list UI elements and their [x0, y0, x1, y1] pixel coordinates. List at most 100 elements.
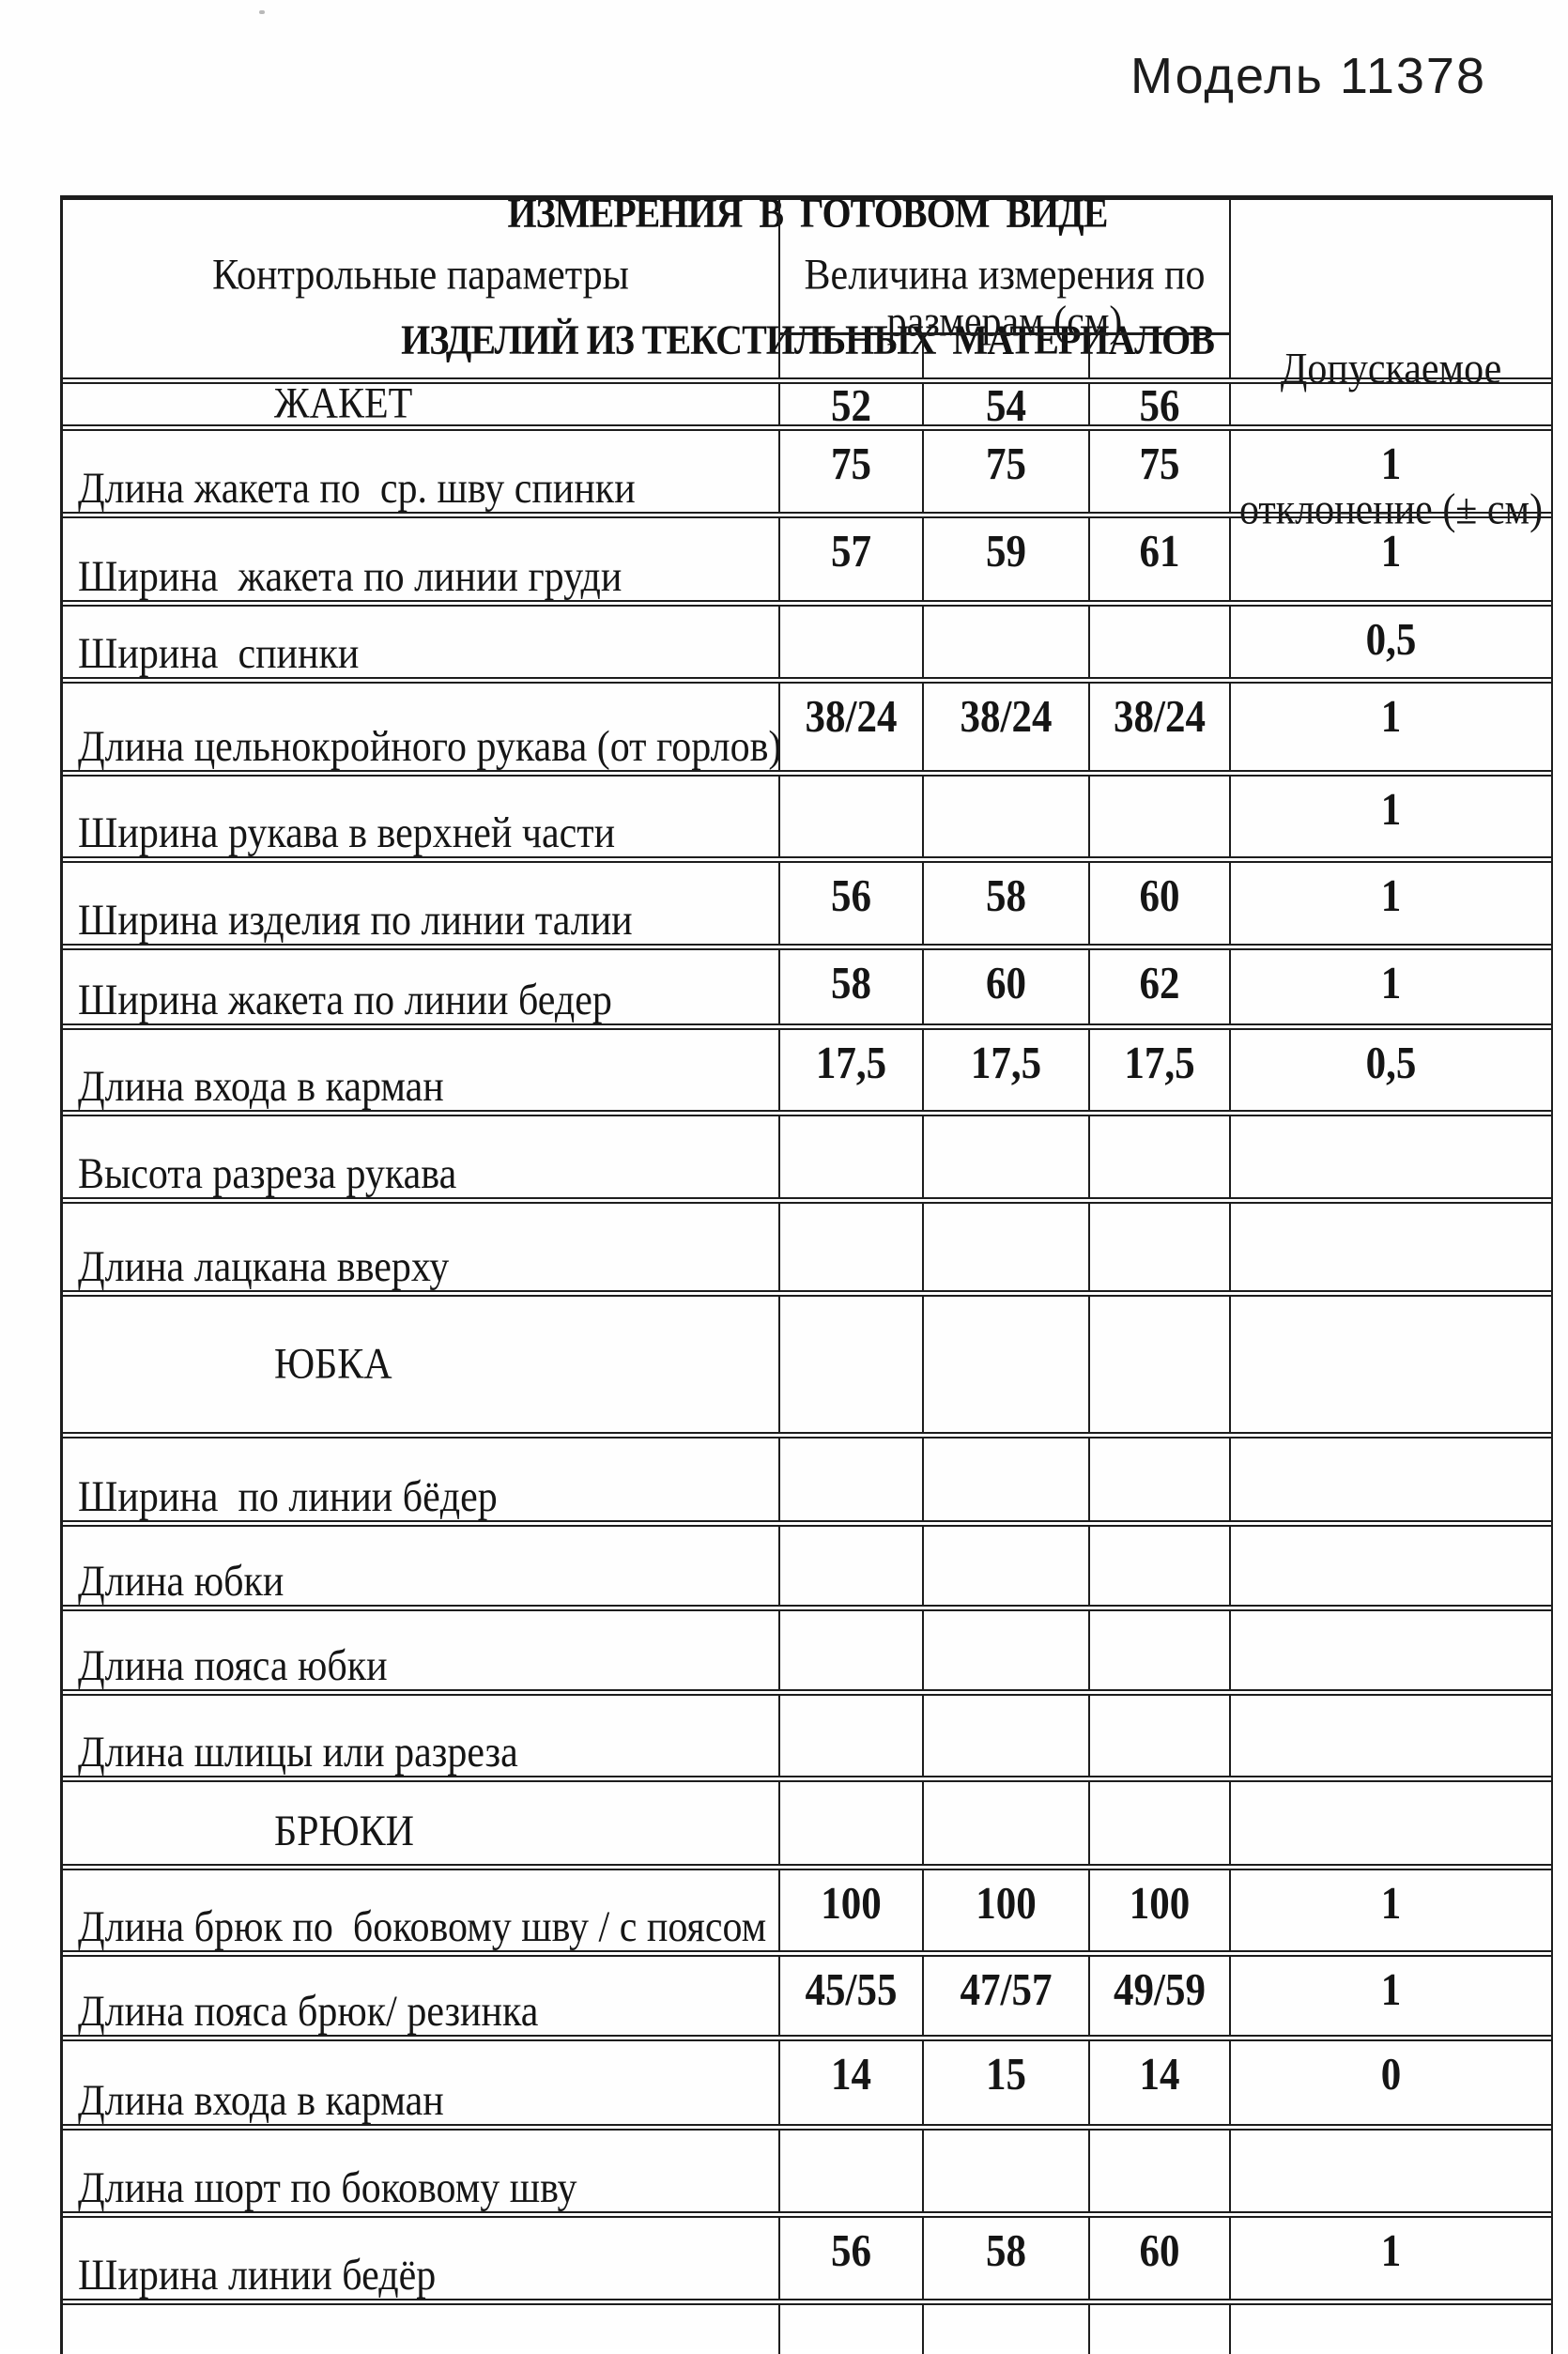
table-gridline [1229, 200, 1231, 377]
size-56-value-cell [1088, 2131, 1229, 2211]
table-row: Длина юбки [63, 1520, 1551, 1605]
tolerance-value-cell: 1 [1229, 684, 1551, 770]
size-52-value-cell: 57 [778, 518, 922, 600]
parameter-label: Длина брюк по боковому шву / с поясом [78, 1902, 767, 1952]
header-tolerance-line1: Допускаемое [1280, 345, 1502, 393]
size-52-value-cell: 56 [778, 2218, 922, 2299]
parameter-label: Длина лацкана вверху [78, 1242, 450, 1292]
table-gridline [778, 200, 780, 377]
size-54-value-cell [922, 1527, 1088, 1605]
size-56-value-cell [1088, 1782, 1229, 1864]
size-54-value-cell: 17,5 [922, 1030, 1088, 1110]
table-row: Длина шорт по боковому шву [63, 2124, 1551, 2211]
table-row: Ширина жакета по линии бедер 58 60 62 1 [63, 944, 1551, 1023]
measurements-table: Контрольные параметры Величина измерения… [60, 195, 1553, 2354]
size-54-value-cell: 54 [922, 384, 1088, 429]
table-row: Ширина линии бедёр 56 58 60 1 [63, 2211, 1551, 2299]
table-row: Ширина рукава в верхней части 1 [63, 770, 1551, 856]
size-54-value-cell: 15 [922, 2041, 1088, 2124]
parameter-label: Длина входа в карман [78, 2076, 444, 2126]
size-56-value-cell [1088, 1204, 1229, 1290]
size-52-value-cell: 38/24 [778, 684, 922, 770]
table-row: Ширина по линии бёдер [63, 1432, 1551, 1520]
tolerance-value-cell [1229, 1204, 1551, 1290]
model-number: Модель 11378 [1130, 48, 1486, 104]
parameter-label: Ширина спинки [78, 629, 360, 679]
size-52-value-cell [778, 1696, 922, 1776]
size-56-value-cell: 75 [1088, 431, 1229, 512]
size-56-value-cell: 60 [1088, 863, 1229, 944]
size-52-value-cell [778, 1439, 922, 1520]
size-52-value-cell [778, 1527, 922, 1605]
size-52-value-cell [778, 1297, 922, 1432]
tolerance-value-cell [1229, 1611, 1551, 1689]
table-gridline [778, 332, 1231, 335]
parameter-label: БРЮКИ [274, 1807, 414, 1856]
tolerance-value-cell: 1 [1229, 518, 1551, 600]
parameter-label: ЮБКА [274, 1339, 392, 1389]
parameter-label: Длина цельнокройного рукава (от горлов) [78, 722, 782, 772]
table-row: Длина цельнокройного рукава (от горлов) … [63, 677, 1551, 770]
parameter-label: Длина юбки [78, 1557, 284, 1607]
section-row: БРЮКИ [63, 1776, 1551, 1864]
section-row: ЖАКЕТ 52 54 56 [63, 377, 1551, 429]
parameter-cell: Высота разреза рукава [63, 1116, 778, 1197]
size-52-value-cell: 14 [778, 2041, 922, 2124]
parameter-label: Ширина жакета по линии бедер [78, 976, 612, 1025]
table-row: Длина входа в карман 17,5 17,5 17,5 0,5 [63, 1023, 1551, 1110]
document-title-line2: ИЗДЕЛИЙ ИЗ ТЕКСТИЛЬНЫХ МАТЕРИАЛОВ [401, 316, 1215, 363]
size-56-value-cell: 17,5 [1088, 1030, 1229, 1110]
size-52-value-cell [778, 1204, 922, 1290]
header-measurement-by-sizes: Величина измерения по размерам (см) [780, 200, 1229, 346]
table-body: ЖАКЕТ 52 54 56 Длина жакета по ср. шву с… [63, 377, 1551, 2354]
parameter-cell: Длина входа в карман [63, 2041, 778, 2124]
parameter-label: Ширина рукава в верхней части [78, 808, 616, 858]
tolerance-value-cell [1229, 1297, 1551, 1432]
header-measurement-line2: размерам (см) [886, 298, 1123, 346]
size-54-value-cell [922, 1116, 1088, 1197]
size-52-value-cell: 45/55 [778, 1957, 922, 2035]
size-52-value-cell: 75 [778, 431, 922, 512]
header-control-parameters: Контрольные параметры [212, 251, 629, 300]
size-54-value-cell [922, 1439, 1088, 1520]
table-row: Длина пояса юбки [63, 1605, 1551, 1689]
size-54-value-cell: 75 [922, 431, 1088, 512]
parameter-label: Ширина по линии бёдер [78, 1472, 498, 1522]
tolerance-value-cell: 1 [1229, 431, 1551, 512]
parameter-cell: ЮБКА [63, 1297, 778, 1432]
size-52-value-cell: 100 [778, 1870, 922, 1950]
tolerance-value-cell [1229, 1696, 1551, 1776]
parameter-label: Длина входа в карман [78, 1062, 444, 1112]
tolerance-value-cell: 0 [1229, 2041, 1551, 2124]
size-56-value-cell: 100 [1088, 1870, 1229, 1950]
parameter-cell: Ширина изделия по линии талии [63, 863, 778, 944]
size-54-value-cell [922, 1696, 1088, 1776]
parameter-label: ЖАКЕТ [274, 379, 413, 428]
tolerance-value-cell [1229, 1782, 1551, 1864]
size-56-value-cell [1088, 1696, 1229, 1776]
size-54-value-cell: 47/57 [922, 1957, 1088, 2035]
tolerance-value-cell: 1 [1229, 1870, 1551, 1950]
tolerance-value-cell [1229, 2131, 1551, 2211]
tolerance-value-cell [1229, 1439, 1551, 1520]
parameter-label: Ширина жакета по линии груди [78, 552, 623, 602]
table-row: Длина лацкана вверху [63, 1197, 1551, 1290]
size-56-value-cell [1088, 1116, 1229, 1197]
scan-speck [259, 10, 265, 14]
size-52-value-cell [778, 777, 922, 856]
parameter-cell: Длина брюк по боковому шву / с поясом [63, 1870, 778, 1950]
table-row: Ширина изделия по линии талии 56 58 60 1 [63, 856, 1551, 944]
size-54-value-cell [922, 1782, 1088, 1864]
size-52-value-cell [778, 1782, 922, 1864]
table-row: Длина пояса брюк/ резинка 45/55 47/57 49… [63, 1950, 1551, 2035]
table-header: Контрольные параметры Величина измерения… [63, 200, 1551, 534]
parameter-label: Длина пояса брюк/ резинка [78, 1987, 539, 2037]
parameter-cell: Ширина жакета по линии бедер [63, 950, 778, 1023]
size-56-value-cell: 60 [1088, 2218, 1229, 2299]
size-54-value-cell: 100 [922, 1870, 1088, 1950]
parameter-label: Длина жакета по ср. шву спинки [78, 464, 636, 514]
tolerance-value-cell: 1 [1229, 1957, 1551, 2035]
parameter-cell: Ширина линии бедёр [63, 2218, 778, 2299]
table-row: Длина входа в карман 14 15 14 0 [63, 2035, 1551, 2124]
